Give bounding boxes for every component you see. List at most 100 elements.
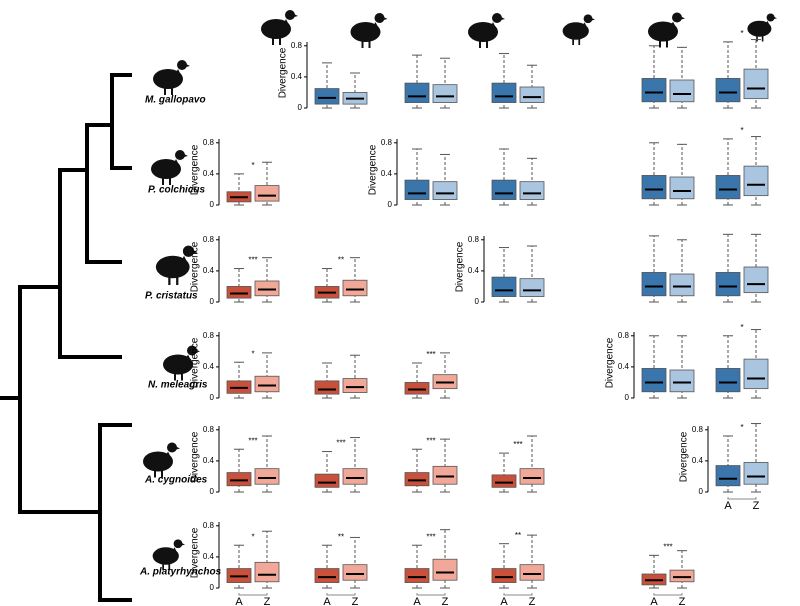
x-tick-label: Z	[679, 596, 686, 606]
y-tick-label: 0.8	[291, 41, 303, 50]
x-tick-label: Z	[264, 596, 271, 606]
box	[342, 564, 368, 581]
panel	[641, 142, 695, 206]
panel: *	[715, 323, 769, 399]
bracket	[727, 497, 757, 500]
box	[743, 165, 769, 197]
y-axis-label: Divergence	[190, 241, 201, 292]
box	[342, 378, 368, 393]
box	[715, 465, 741, 487]
box	[715, 272, 741, 297]
y-tick-label: 0.8	[203, 235, 215, 244]
y-tick-label: 0.4	[291, 72, 303, 81]
panel: *** A Z	[404, 529, 458, 606]
box	[743, 462, 769, 485]
icon	[141, 441, 180, 479]
panel	[491, 53, 545, 109]
box	[314, 380, 340, 395]
box	[669, 569, 695, 583]
panel: ***	[404, 350, 458, 399]
x-tick-label: A	[650, 596, 658, 606]
box	[715, 175, 741, 200]
significance: ***	[426, 350, 435, 359]
box	[491, 568, 517, 583]
y-tick-label: 0.8	[203, 521, 215, 530]
icon	[152, 59, 190, 95]
box	[432, 84, 458, 103]
box	[432, 181, 458, 200]
y-axis-label: Divergence	[455, 241, 466, 292]
box	[715, 368, 741, 393]
panel	[641, 235, 695, 303]
species-label: A. platyrhynchos	[139, 567, 222, 578]
significance: **	[338, 256, 344, 265]
significance: *	[740, 423, 743, 432]
panel: ** A Z	[314, 532, 368, 606]
significance: ***	[513, 440, 522, 449]
box	[226, 286, 252, 299]
icon	[646, 11, 685, 49]
box	[641, 175, 667, 200]
box	[254, 561, 280, 583]
box	[641, 368, 667, 393]
box	[491, 179, 517, 200]
box	[342, 279, 368, 297]
y-axis-label: Divergence	[190, 337, 201, 388]
icon	[349, 11, 389, 48]
box	[404, 568, 430, 583]
x-tick-label: Z	[753, 500, 760, 512]
box	[314, 473, 340, 488]
species-label: P. cristatus	[145, 291, 198, 302]
y-tick-label: 0.4	[203, 552, 215, 561]
panel: *	[715, 29, 769, 109]
panel: ** A Z	[491, 531, 545, 606]
y-axis-label: Divergence	[190, 431, 201, 482]
y-tick-label: 0.8	[618, 331, 630, 340]
panel: **	[314, 256, 368, 303]
panel	[715, 233, 769, 303]
y-tick-label: 0	[210, 297, 215, 306]
y-tick-label: 0	[210, 583, 215, 592]
panel	[404, 54, 458, 109]
box	[641, 272, 667, 297]
box	[226, 472, 252, 487]
box	[491, 82, 517, 103]
significance: *	[251, 161, 254, 170]
box	[254, 280, 280, 297]
box	[641, 78, 667, 103]
icon	[151, 538, 185, 570]
significance: ***	[426, 436, 435, 445]
species-label: N. meleagris	[148, 380, 208, 391]
significance: *	[740, 126, 743, 135]
y-tick-label: 0.8	[381, 138, 393, 147]
box	[404, 179, 430, 200]
box	[342, 468, 368, 485]
panel	[314, 354, 368, 399]
y-tick-label: 0	[210, 393, 215, 402]
significance: ***	[426, 532, 435, 541]
phylogeny	[0, 73, 132, 602]
box	[254, 468, 280, 485]
bracket	[503, 593, 533, 596]
panel: ***	[491, 435, 545, 493]
y-tick-label: 0.8	[203, 138, 215, 147]
species-label: M. gallopavo	[145, 95, 206, 106]
panel: ***	[314, 437, 368, 493]
panel: *** A Z	[641, 542, 695, 606]
x-tick-label: Z	[352, 596, 359, 606]
y-tick-label: 0	[625, 393, 630, 402]
box	[519, 564, 545, 581]
y-tick-label: 0	[699, 487, 704, 496]
box	[491, 474, 517, 488]
box	[519, 181, 545, 200]
y-tick-label: 0	[210, 487, 215, 496]
x-tick-label: Z	[529, 596, 536, 606]
box	[669, 369, 695, 393]
panel: ***	[404, 436, 458, 493]
box	[715, 78, 741, 103]
